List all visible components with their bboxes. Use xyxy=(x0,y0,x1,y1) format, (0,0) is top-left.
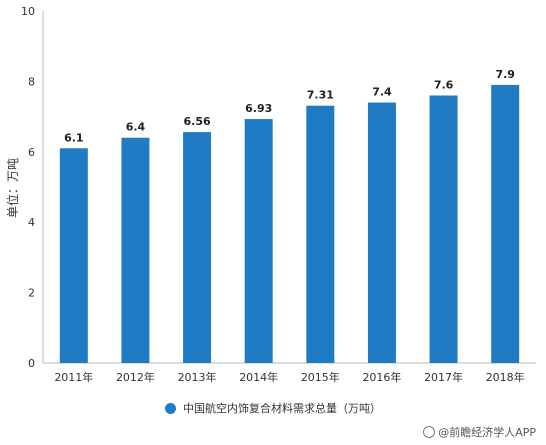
qianzhan-logo-icon xyxy=(423,426,436,438)
data-label: 6.1 xyxy=(64,131,84,144)
bar xyxy=(429,95,458,363)
legend: 中国航空内饰复合材料需求总量（万吨） xyxy=(0,398,546,418)
legend-swatch xyxy=(165,402,176,414)
y-tick-label: 4 xyxy=(28,216,35,229)
x-tick-label: 2011年 xyxy=(54,370,93,384)
data-label: 7.9 xyxy=(495,68,515,81)
y-axis-title: 单位：万吨 xyxy=(5,158,20,218)
data-label: 7.31 xyxy=(307,89,334,102)
y-tick-label: 2 xyxy=(28,287,35,300)
data-label: 6.93 xyxy=(245,102,272,115)
bar xyxy=(121,137,150,363)
bar xyxy=(491,84,520,364)
x-tick-label: 2017年 xyxy=(424,370,463,384)
data-label: 6.56 xyxy=(183,115,210,128)
x-tick-label: 2013年 xyxy=(178,370,217,384)
data-label: 7.6 xyxy=(434,78,454,91)
x-tick-label: 2012年 xyxy=(116,370,155,384)
data-label: 6.4 xyxy=(126,121,146,134)
x-tick-label: 2014年 xyxy=(239,370,278,384)
y-tick-label: 6 xyxy=(28,146,35,159)
x-tick-label: 2018年 xyxy=(486,370,525,384)
x-tick-label: 2016年 xyxy=(362,370,401,384)
watermark: @前瞻经济学人APP xyxy=(423,424,536,440)
bar xyxy=(367,102,396,364)
bar xyxy=(59,148,88,363)
legend-label: 中国航空内饰复合材料需求总量（万吨） xyxy=(183,402,381,415)
y-tick-label: 8 xyxy=(28,75,35,88)
bar xyxy=(306,105,335,364)
bar xyxy=(244,119,273,364)
data-label: 7.4 xyxy=(372,86,392,99)
y-tick-label: 0 xyxy=(28,357,35,370)
y-tick-label: 10 xyxy=(21,5,35,18)
watermark-text: @前瞻经济学人APP xyxy=(438,426,536,439)
bar xyxy=(183,132,212,363)
x-tick-label: 2015年 xyxy=(301,370,340,384)
